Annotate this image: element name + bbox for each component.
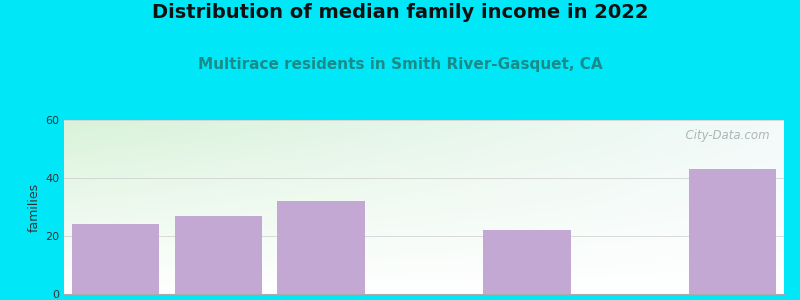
Text: City-Data.com: City-Data.com xyxy=(678,129,770,142)
Bar xyxy=(72,224,159,294)
Bar xyxy=(278,201,365,294)
Bar xyxy=(689,169,776,294)
Y-axis label: families: families xyxy=(28,182,41,232)
Text: Distribution of median family income in 2022: Distribution of median family income in … xyxy=(152,3,648,22)
Bar xyxy=(483,230,570,294)
Text: Multirace residents in Smith River-Gasquet, CA: Multirace residents in Smith River-Gasqu… xyxy=(198,57,602,72)
Bar xyxy=(174,216,262,294)
